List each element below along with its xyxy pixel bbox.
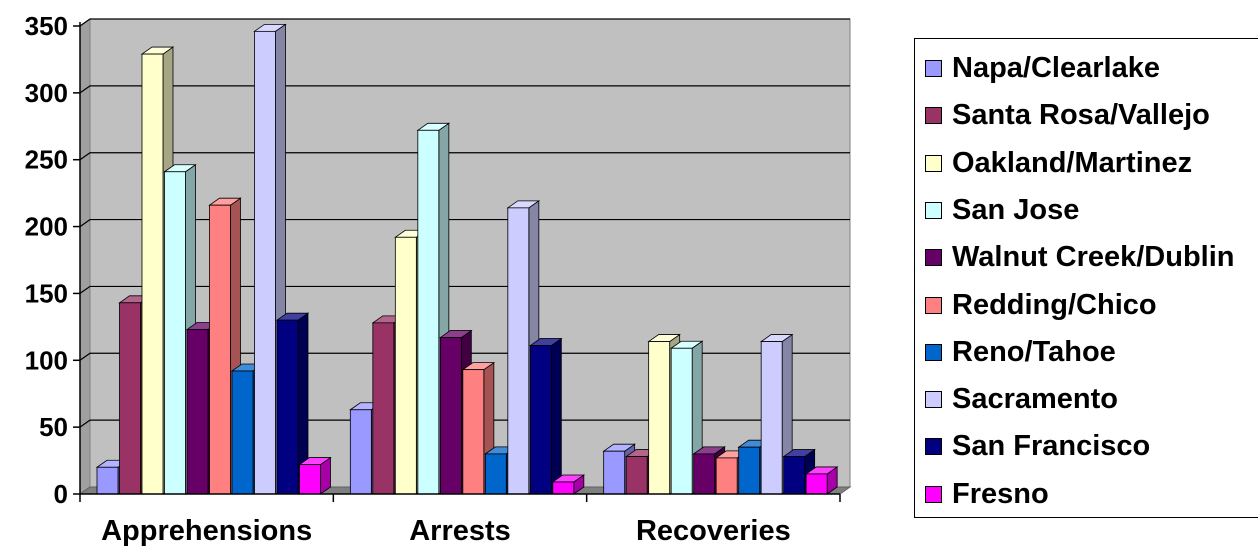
bar: [804, 466, 839, 495]
legend-swatch: [925, 485, 942, 503]
legend-label: Redding/Chico: [952, 288, 1157, 321]
legend-item: San Francisco: [925, 430, 1150, 463]
legend-label: Reno/Tahoe: [952, 335, 1116, 368]
gridline: [79, 419, 850, 428]
gridlines: [79, 18, 850, 428]
legend-item: Santa Rosa/Vallejo: [925, 99, 1210, 132]
legend-swatch: [925, 391, 942, 409]
legend-label: San Jose: [952, 193, 1080, 226]
bar: [298, 456, 332, 495]
legend-swatch: [925, 438, 942, 456]
side-wall: [79, 18, 91, 495]
bar: [529, 337, 563, 495]
gridline: [79, 218, 850, 228]
legend-item: Redding/Chico: [925, 289, 1157, 322]
y-tick-label: 150: [25, 278, 68, 308]
bar: [551, 474, 586, 495]
gridline: [79, 352, 850, 361]
legend-label: Oakland/Martinez: [952, 146, 1193, 179]
legend-swatch: [925, 201, 942, 219]
gridline: [79, 18, 850, 27]
legend-swatch: [925, 154, 942, 172]
axes: [79, 22, 840, 495]
legend-item: Walnut Creek/Dublin: [925, 241, 1235, 274]
legend: Napa/Clearlake Santa Rosa/Vallejo Oakland/…: [914, 38, 1258, 518]
legend-swatch: [925, 343, 942, 361]
x-tick-label: Recoveries: [636, 515, 791, 547]
legend-swatch: [925, 107, 942, 125]
legend-label: Santa Rosa/Vallejo: [952, 99, 1210, 132]
gridline: [79, 285, 850, 294]
legend-item: San Jose: [925, 194, 1079, 227]
bars: [95, 23, 839, 495]
legend-swatch: [925, 296, 942, 314]
legend-label: Fresno: [952, 477, 1049, 510]
legend-item: Fresno: [925, 478, 1049, 511]
legend-label: Napa/Clearlake: [952, 52, 1160, 84]
y-tick-label: 300: [25, 78, 68, 108]
gridline: [79, 152, 850, 161]
y-tick-label: 50: [39, 412, 68, 442]
legend-item: Sacramento: [925, 383, 1118, 416]
gridline: [79, 85, 850, 94]
legend-label: San Francisco: [952, 430, 1151, 463]
x-tick-label: Apprehensions: [101, 515, 312, 547]
legend-item: Oakland/Martinez: [925, 147, 1192, 180]
legend-item: Napa/Clearlake: [925, 52, 1160, 85]
bar: [275, 312, 310, 495]
legend-label: Sacramento: [952, 383, 1119, 416]
y-tick-label: 350: [25, 11, 68, 41]
y-tick-label: 250: [25, 145, 68, 175]
x-tick-labels: Apprehensions Arrests Recoveries: [79, 494, 841, 547]
legend-item: Reno/Tahoe: [925, 336, 1116, 369]
y-tick-label: 200: [25, 212, 68, 242]
bar-chart: 0 50 100 150 200 250 300 350 Apprehensions Arres…: [25, 11, 852, 547]
legend-label: Walnut Creek/Dublin: [952, 241, 1235, 274]
legend-swatch: [925, 249, 942, 267]
y-tick-labels: 0 50 100 150 200 250 300 350: [25, 11, 80, 509]
legend-swatch: [925, 60, 942, 77]
x-tick-label: Arrests: [409, 515, 511, 547]
y-tick-label: 100: [25, 345, 68, 375]
y-tick-label: 0: [54, 479, 68, 509]
